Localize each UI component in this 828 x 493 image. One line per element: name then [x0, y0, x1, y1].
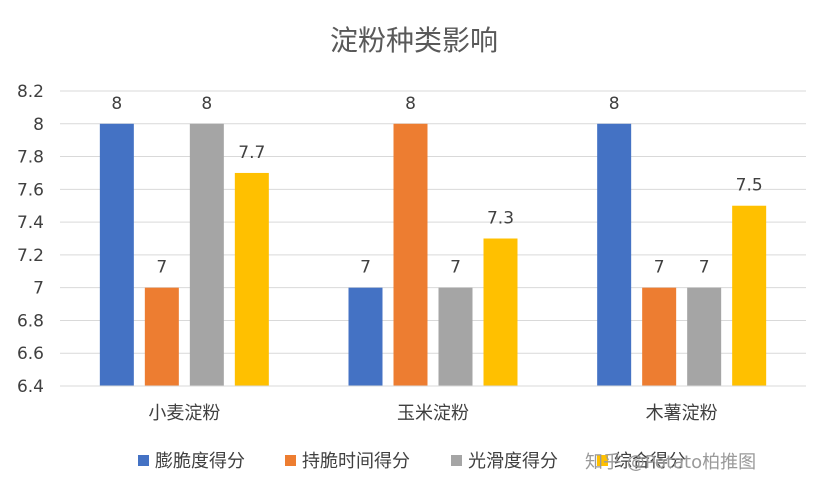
y-tick-label: 7.2 — [17, 246, 44, 266]
data-label: 7 — [654, 258, 665, 278]
bar — [597, 123, 632, 387]
legend-item: 综合得分 — [597, 451, 686, 472]
bar — [144, 287, 179, 386]
data-label: 7.7 — [238, 143, 265, 163]
y-tick-label: 8.2 — [17, 82, 44, 102]
data-label: 7 — [450, 258, 461, 278]
x-category-label: 木薯淀粉 — [646, 403, 718, 424]
legend-swatch — [451, 455, 462, 466]
watermark: 知乎 @Potato柏推图 — [585, 452, 756, 473]
data-label: 8 — [201, 94, 212, 114]
legend-swatch — [597, 455, 608, 466]
data-label: 7 — [360, 258, 371, 278]
y-tick-label: 6.4 — [17, 377, 44, 397]
bar — [483, 238, 518, 386]
data-label: 7 — [156, 258, 167, 278]
data-labels: 8 7 8 7.7 7 8 7 7.3 8 7 7 7.5 — [111, 94, 762, 278]
bar — [732, 205, 767, 386]
legend-label: 光滑度得分 — [468, 451, 558, 472]
data-label: 8 — [111, 94, 122, 114]
data-label: 7.5 — [736, 176, 763, 196]
y-tick-label: 7 — [33, 279, 44, 299]
legend-label: 持脆时间得分 — [302, 451, 410, 472]
y-tick-label: 6.6 — [17, 344, 44, 364]
x-axis: 小麦淀粉 玉米淀粉 木薯淀粉 — [60, 385, 806, 424]
legend-swatch — [138, 455, 149, 466]
bar — [642, 287, 677, 386]
bar — [438, 287, 473, 386]
bars — [99, 123, 767, 387]
chart-title: 淀粉种类影响 — [330, 24, 498, 57]
legend-label: 膨脆度得分 — [155, 451, 245, 472]
data-label: 7 — [699, 258, 710, 278]
x-category-label: 小麦淀粉 — [148, 403, 220, 424]
y-tick-label: 7.4 — [17, 213, 44, 233]
bar — [99, 123, 134, 387]
y-tick-label: 8 — [33, 115, 44, 135]
legend-item: 膨脆度得分 — [138, 451, 245, 472]
y-tick-label: 6.8 — [17, 311, 44, 331]
legend-item: 光滑度得分 — [451, 451, 558, 472]
x-category-label: 玉米淀粉 — [397, 403, 469, 424]
legend-swatch — [285, 455, 296, 466]
y-tick-label: 7.8 — [17, 148, 44, 168]
legend: 膨脆度得分 持脆时间得分 光滑度得分 综合得分 — [138, 451, 686, 472]
bar — [393, 123, 428, 387]
bar — [234, 172, 269, 386]
y-tick-label: 7.6 — [17, 180, 44, 200]
data-label: 8 — [405, 94, 416, 114]
bar — [687, 287, 722, 386]
y-axis: 6.4 6.6 6.8 7 7.2 7.4 7.6 7.8 8 8.2 — [17, 82, 44, 397]
legend-label: 综合得分 — [614, 451, 686, 472]
data-label: 7.3 — [487, 209, 514, 229]
legend-item: 持脆时间得分 — [285, 451, 410, 472]
bar — [189, 123, 224, 387]
gridlines — [60, 90, 806, 387]
bar — [348, 287, 383, 386]
data-label: 8 — [609, 94, 620, 114]
